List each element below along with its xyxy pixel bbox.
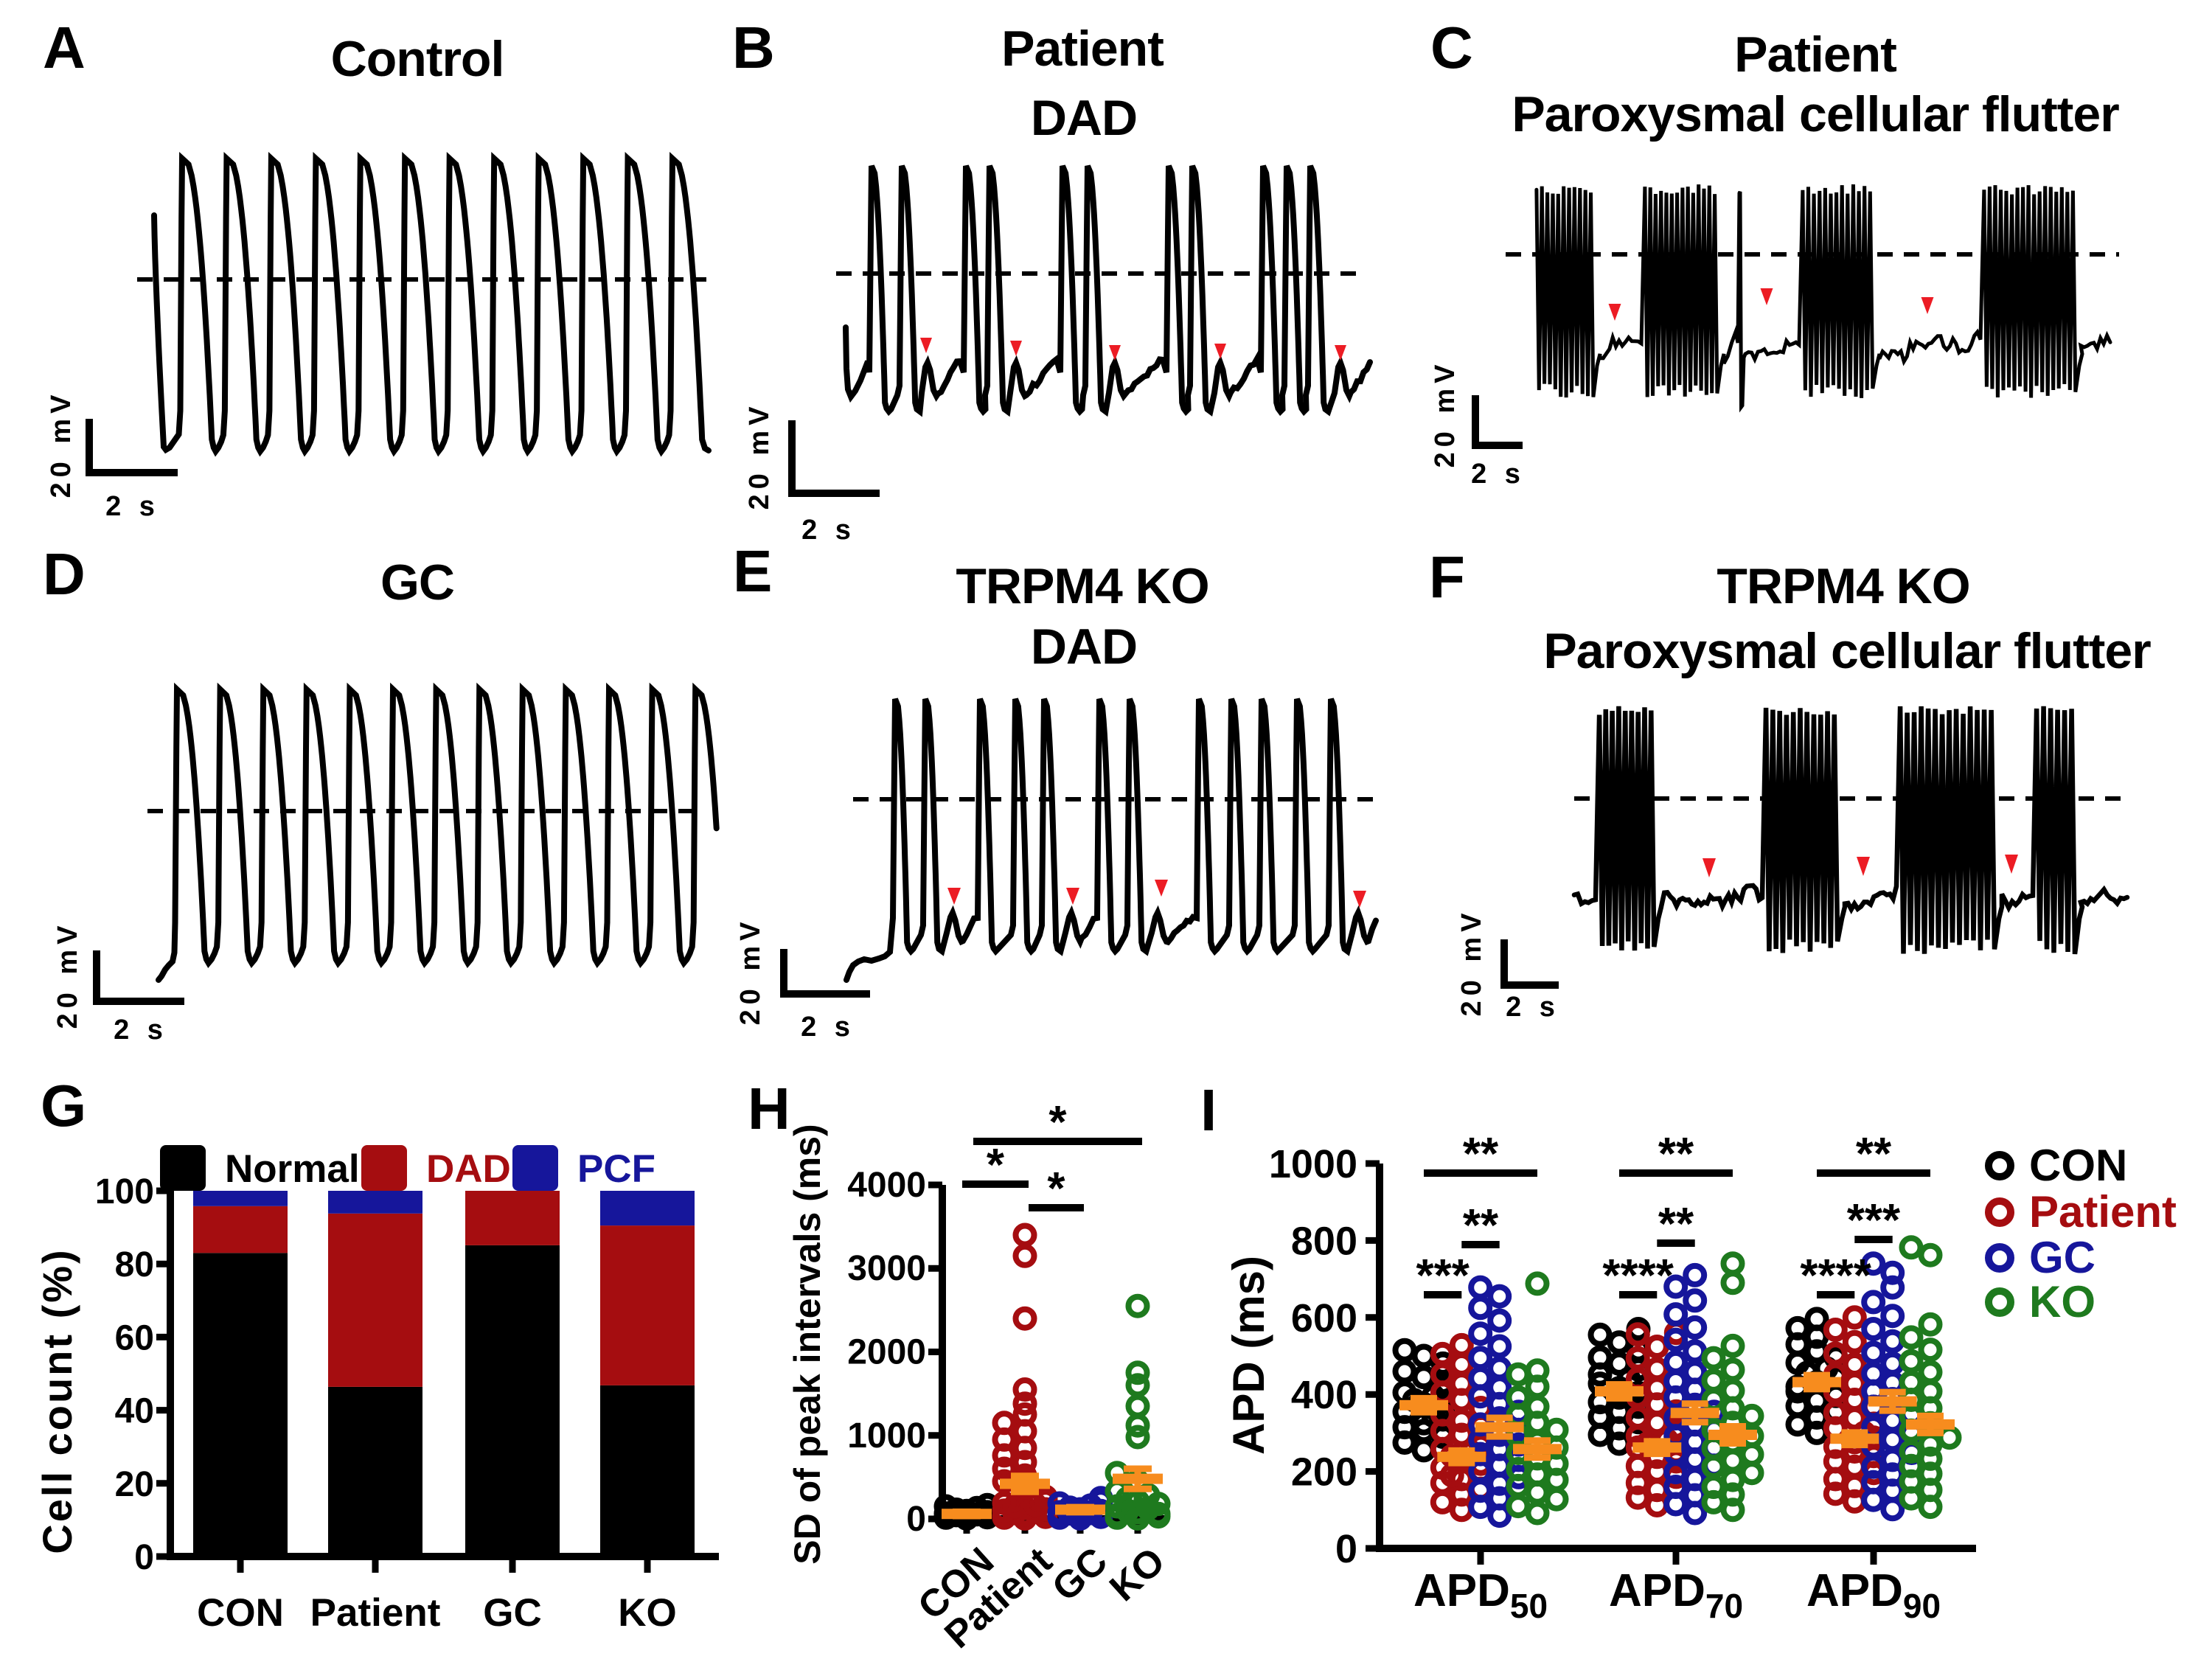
svg-text:GC: GC xyxy=(380,554,454,611)
svg-text:1000: 1000 xyxy=(1269,1142,1357,1186)
svg-text:**: ** xyxy=(1463,1129,1499,1180)
svg-text:****: **** xyxy=(1800,1251,1871,1301)
svg-text:Patient: Patient xyxy=(310,1591,441,1635)
svg-text:TRPM4 KO: TRPM4 KO xyxy=(1717,558,1969,614)
svg-text:E: E xyxy=(733,538,772,604)
svg-text:2 s: 2 s xyxy=(1506,992,1560,1023)
svg-text:Cell count (%): Cell count (%) xyxy=(34,1248,80,1554)
svg-text:2 s: 2 s xyxy=(114,1015,168,1046)
svg-text:APD (ms): APD (ms) xyxy=(1224,1256,1273,1455)
svg-text:20 mV: 20 mV xyxy=(735,917,766,1026)
svg-text:*: * xyxy=(1047,1164,1065,1214)
svg-text:Patient: Patient xyxy=(1001,21,1164,77)
svg-text:1000: 1000 xyxy=(847,1416,926,1455)
svg-text:A: A xyxy=(43,15,86,80)
svg-text:100: 100 xyxy=(95,1172,154,1211)
svg-text:20 mV: 20 mV xyxy=(744,402,775,510)
svg-text:2 s: 2 s xyxy=(1471,459,1526,490)
svg-text:60: 60 xyxy=(115,1318,154,1357)
svg-text:Patient: Patient xyxy=(1734,27,1896,83)
svg-text:TRPM4 KO: TRPM4 KO xyxy=(956,558,1208,614)
svg-text:3000: 3000 xyxy=(847,1249,926,1288)
svg-text:20 mV: 20 mV xyxy=(1430,360,1461,468)
svg-text:DAD: DAD xyxy=(426,1147,511,1191)
svg-text:4000: 4000 xyxy=(847,1166,926,1205)
svg-text:20 mV: 20 mV xyxy=(52,921,83,1029)
svg-text:GC: GC xyxy=(2029,1233,2096,1282)
svg-text:CON: CON xyxy=(2029,1141,2127,1190)
svg-text:**: ** xyxy=(1658,1199,1694,1250)
svg-text:*: * xyxy=(987,1140,1005,1191)
svg-text:I: I xyxy=(1200,1077,1217,1143)
svg-text:***: *** xyxy=(1847,1195,1901,1246)
svg-text:2 s: 2 s xyxy=(801,515,856,546)
svg-text:D: D xyxy=(43,541,86,607)
svg-text:**: ** xyxy=(1856,1129,1892,1180)
svg-text:Patient: Patient xyxy=(2029,1187,2177,1237)
svg-text:Normal: Normal xyxy=(225,1147,360,1191)
svg-text:**: ** xyxy=(1463,1200,1499,1251)
svg-text:Paroxysmal cellular flutter: Paroxysmal cellular flutter xyxy=(1543,623,2151,679)
svg-text:0: 0 xyxy=(906,1500,926,1539)
svg-text:400: 400 xyxy=(1291,1373,1357,1417)
svg-text:CON: CON xyxy=(197,1591,284,1635)
svg-text:2000: 2000 xyxy=(847,1333,926,1372)
svg-text:20 mV: 20 mV xyxy=(1456,908,1487,1017)
svg-text:B: B xyxy=(732,15,775,80)
svg-text:80: 80 xyxy=(115,1245,154,1284)
svg-text:800: 800 xyxy=(1291,1219,1357,1263)
svg-text:H: H xyxy=(748,1076,790,1141)
svg-text:200: 200 xyxy=(1291,1450,1357,1495)
svg-text:2 s: 2 s xyxy=(801,1012,855,1043)
svg-text:SD of peak intervals (ms): SD of peak intervals (ms) xyxy=(787,1124,828,1564)
svg-text:2 s: 2 s xyxy=(105,491,160,522)
svg-text:Paroxysmal cellular flutter: Paroxysmal cellular flutter xyxy=(1512,86,2119,142)
svg-text:KO: KO xyxy=(2029,1277,2096,1326)
svg-text:KO: KO xyxy=(618,1591,677,1635)
svg-text:F: F xyxy=(1429,544,1465,610)
svg-text:****: **** xyxy=(1602,1251,1674,1301)
svg-text:G: G xyxy=(41,1073,86,1138)
svg-text:C: C xyxy=(1430,15,1473,80)
svg-text:GC: GC xyxy=(483,1591,542,1635)
svg-text:40: 40 xyxy=(115,1392,154,1431)
svg-text:0: 0 xyxy=(1335,1527,1357,1571)
svg-text:DAD: DAD xyxy=(1031,619,1137,675)
svg-text:Control: Control xyxy=(331,31,504,87)
svg-text:20 mV: 20 mV xyxy=(46,390,77,498)
svg-text:PCF: PCF xyxy=(577,1147,655,1191)
svg-text:*: * xyxy=(1048,1097,1067,1148)
svg-text:600: 600 xyxy=(1291,1296,1357,1340)
svg-text:20: 20 xyxy=(115,1465,154,1504)
svg-text:**: ** xyxy=(1658,1129,1694,1180)
svg-text:***: *** xyxy=(1416,1251,1470,1301)
svg-text:DAD: DAD xyxy=(1031,90,1137,146)
svg-text:0: 0 xyxy=(134,1538,154,1577)
